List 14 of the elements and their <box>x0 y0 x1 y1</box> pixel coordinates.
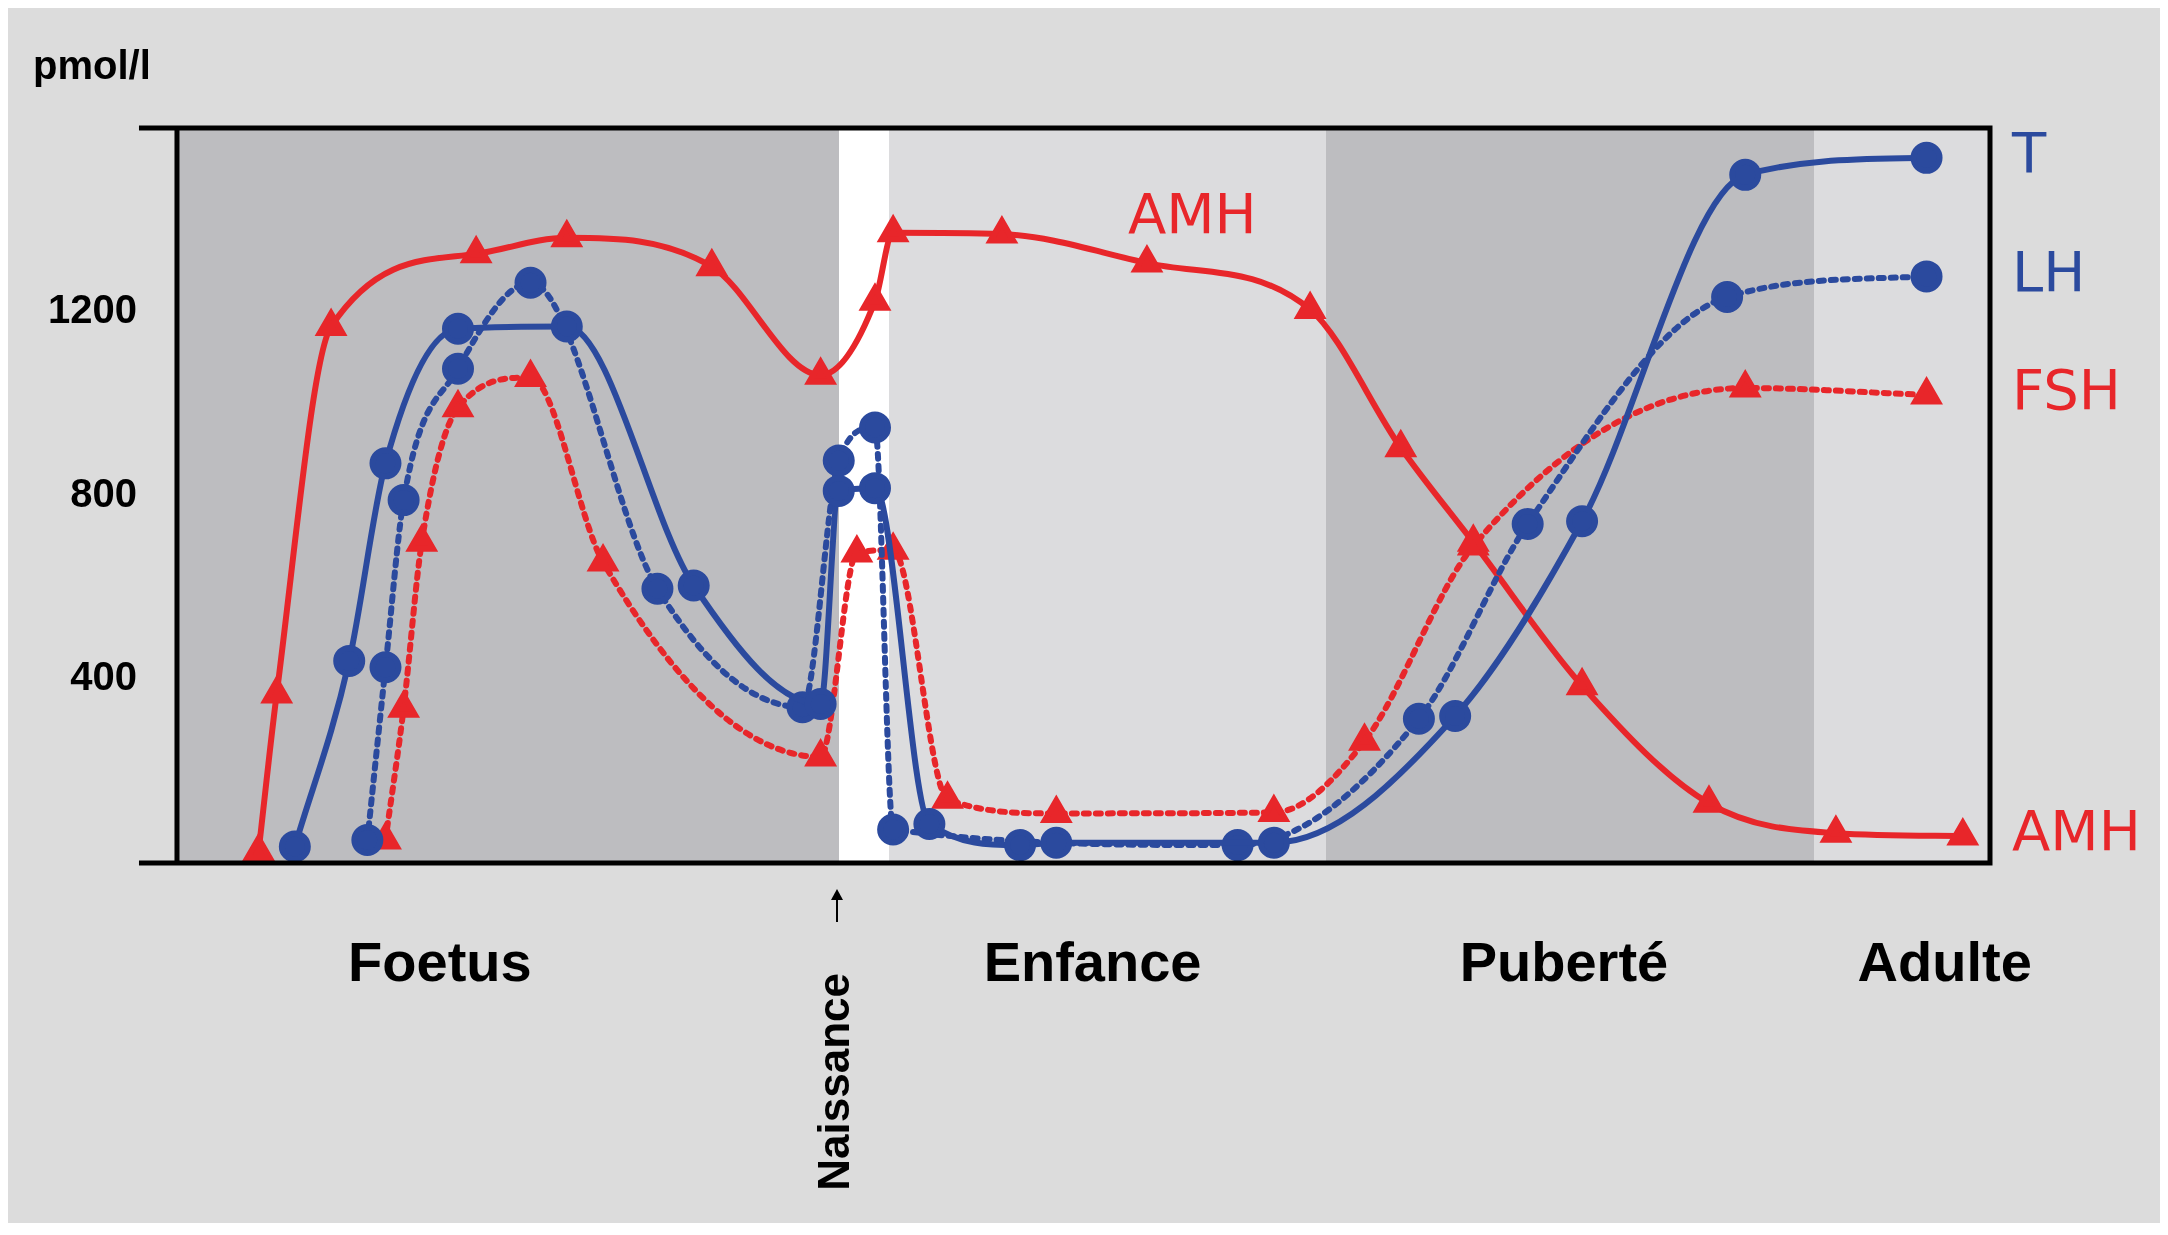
x-tick-label: Puberté <box>1459 930 1669 994</box>
series-label: T <box>2011 120 2047 186</box>
y-tick-label: 1200 <box>48 286 137 331</box>
y-axis-title: pmol/l <box>33 43 151 88</box>
series-label: LH <box>2012 238 2086 304</box>
annotation: AMH <box>1127 180 1257 246</box>
series-label: FSH <box>2012 357 2121 423</box>
y-tick-label: 400 <box>70 654 137 699</box>
text: Naissance <box>808 973 858 1191</box>
x-tick-label: Foetus <box>348 930 532 994</box>
y-tick-label: 800 <box>70 470 137 515</box>
series-label: AMH <box>2012 798 2141 864</box>
x-tick-label: Adulte <box>1857 930 2032 994</box>
x-tick-label: Enfance <box>983 930 1202 994</box>
